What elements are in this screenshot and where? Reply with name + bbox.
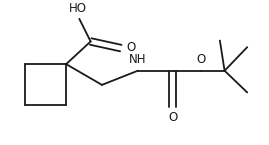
- Text: O: O: [127, 41, 136, 54]
- Text: O: O: [196, 53, 206, 66]
- Text: NH: NH: [129, 53, 147, 66]
- Text: O: O: [168, 111, 177, 124]
- Text: HO: HO: [68, 2, 86, 15]
